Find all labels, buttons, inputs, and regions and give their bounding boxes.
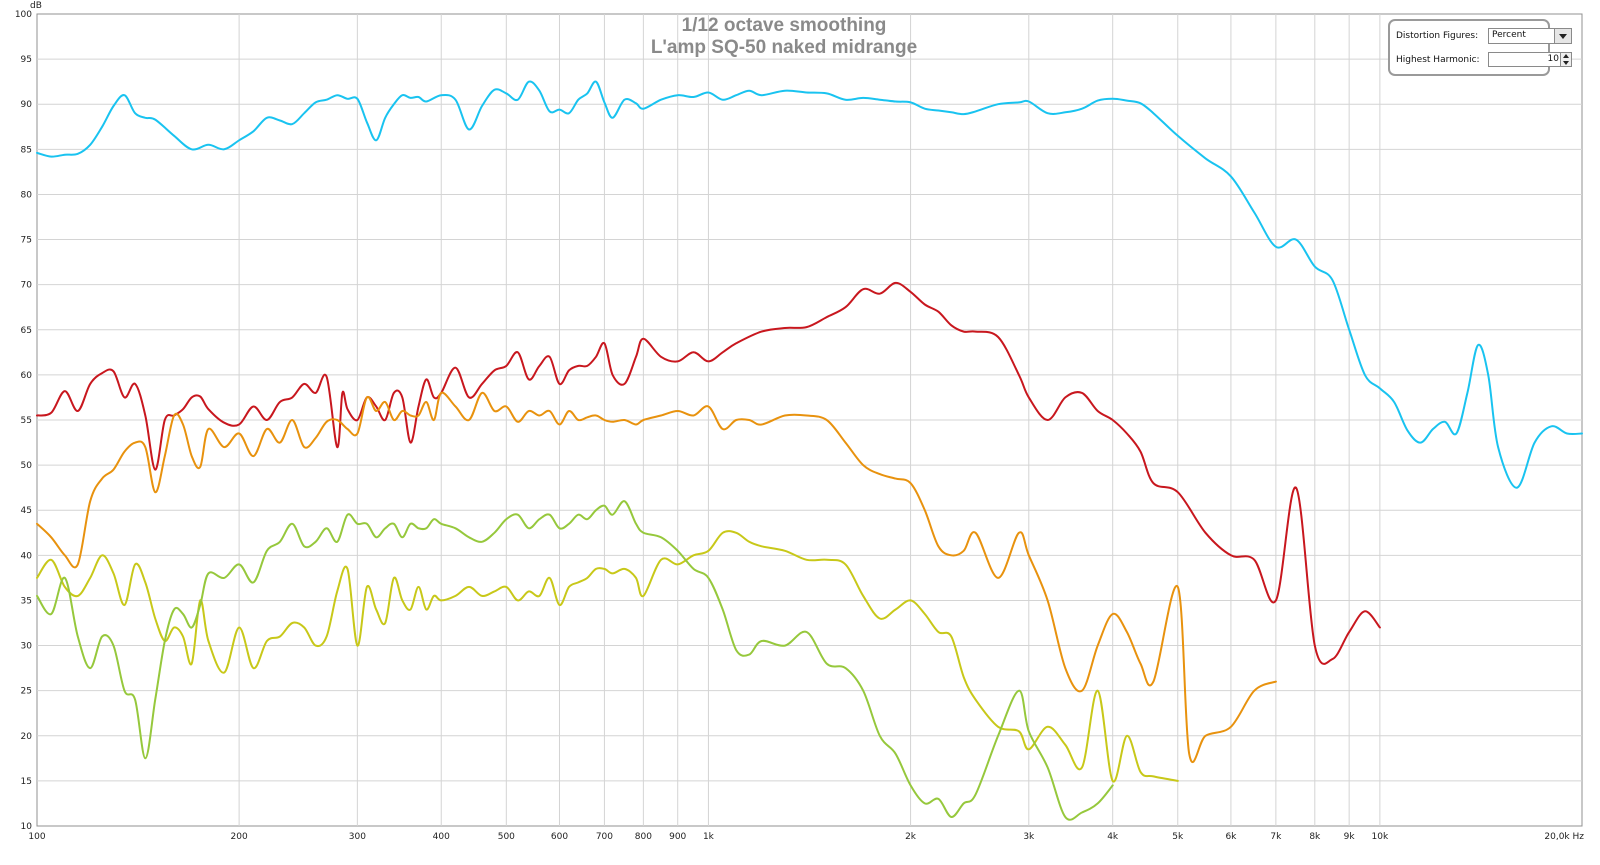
x-tick-label: 3k (1023, 832, 1035, 842)
x-tick-label: 800 (635, 832, 652, 842)
x-tick-label: 600 (551, 832, 568, 842)
y-tick-label: 70 (21, 281, 33, 291)
y-tick-label: 45 (21, 506, 32, 516)
curves (36, 80, 1583, 821)
y-tick-label: 65 (21, 326, 32, 336)
y-tick-label: 75 (21, 236, 32, 246)
highest-harmonic-row: Highest Harmonic: 10 (1396, 52, 1572, 67)
y-tick-label: 10 (21, 822, 33, 832)
y-tick-label: 20 (21, 732, 33, 742)
distortion-figures-value: Percent (1492, 30, 1526, 40)
y-tick-label: 15 (21, 777, 32, 787)
series-line-5 (36, 500, 1114, 821)
y-tick-label: 40 (21, 551, 33, 561)
y-tick-label: 25 (21, 687, 32, 697)
x-tick-label: 20,0k Hz (1544, 832, 1584, 842)
distortion-settings-panel: Distortion Figures: Percent Highest Harm… (1388, 19, 1572, 76)
highest-harmonic-spinner[interactable]: 10 (1488, 52, 1572, 67)
series-line-3 (36, 391, 1277, 764)
distortion-figures-label: Distortion Figures: (1396, 31, 1479, 41)
chart-subtitle: L'amp SQ-50 naked midrange (651, 37, 917, 58)
x-tick-label: 4k (1107, 832, 1119, 842)
x-tick-label: 8k (1309, 832, 1321, 842)
x-tick-label: 700 (596, 832, 613, 842)
spinner-arrows-icon[interactable] (1560, 53, 1571, 66)
distortion-figures-select[interactable]: Percent (1488, 28, 1572, 44)
distortion-figures-row: Distortion Figures: Percent (1396, 28, 1572, 44)
y-tick-label: 90 (21, 100, 33, 110)
x-tick-label: 100 (28, 832, 45, 842)
y-tick-label: 30 (21, 642, 33, 652)
y-tick-label: 50 (21, 461, 33, 471)
y-axis-labels: 10 15 20 25 30 35 40 45 50 55 60 65 70 75 80 85 90 95 100 (15, 10, 32, 832)
x-tick-label: 7k (1270, 832, 1282, 842)
x-tick-label: 400 (433, 832, 450, 842)
x-tick-label: 300 (349, 832, 366, 842)
x-tick-label: 200 (231, 832, 248, 842)
y-tick-label: 35 (21, 596, 32, 606)
series-line-2 (36, 281, 1381, 665)
x-tick-label: 6k (1225, 832, 1237, 842)
series-line-1 (36, 80, 1583, 489)
x-tick-label: 5k (1172, 832, 1184, 842)
x-tick-label: 900 (669, 832, 686, 842)
x-axis-labels: 100 200 300 400 500 600 700 800 900 1k 2k 3k 4k 5k 6k 7… (28, 832, 1584, 842)
x-tick-label: 10k (1372, 832, 1389, 842)
y-tick-label: 85 (21, 145, 32, 155)
y-tick-label: 60 (21, 371, 33, 381)
y-tick-label: 80 (21, 190, 33, 200)
x-tick-label: 2k (905, 832, 917, 842)
highest-harmonic-value: 10 (1547, 54, 1559, 64)
x-tick-label: 500 (498, 832, 515, 842)
x-tick-label: 1k (703, 832, 715, 842)
highest-harmonic-label: Highest Harmonic: (1396, 54, 1480, 65)
chart-title: 1/12 octave smoothing (682, 15, 887, 36)
chevron-down-icon[interactable] (1554, 29, 1571, 43)
y-tick-label: 100 (15, 10, 32, 20)
y-axis-unit: dB (30, 1, 42, 11)
y-tick-label: 55 (21, 416, 32, 426)
x-tick-label: 9k (1344, 832, 1356, 842)
y-tick-label: 95 (21, 55, 32, 65)
series-line-4 (36, 530, 1179, 783)
